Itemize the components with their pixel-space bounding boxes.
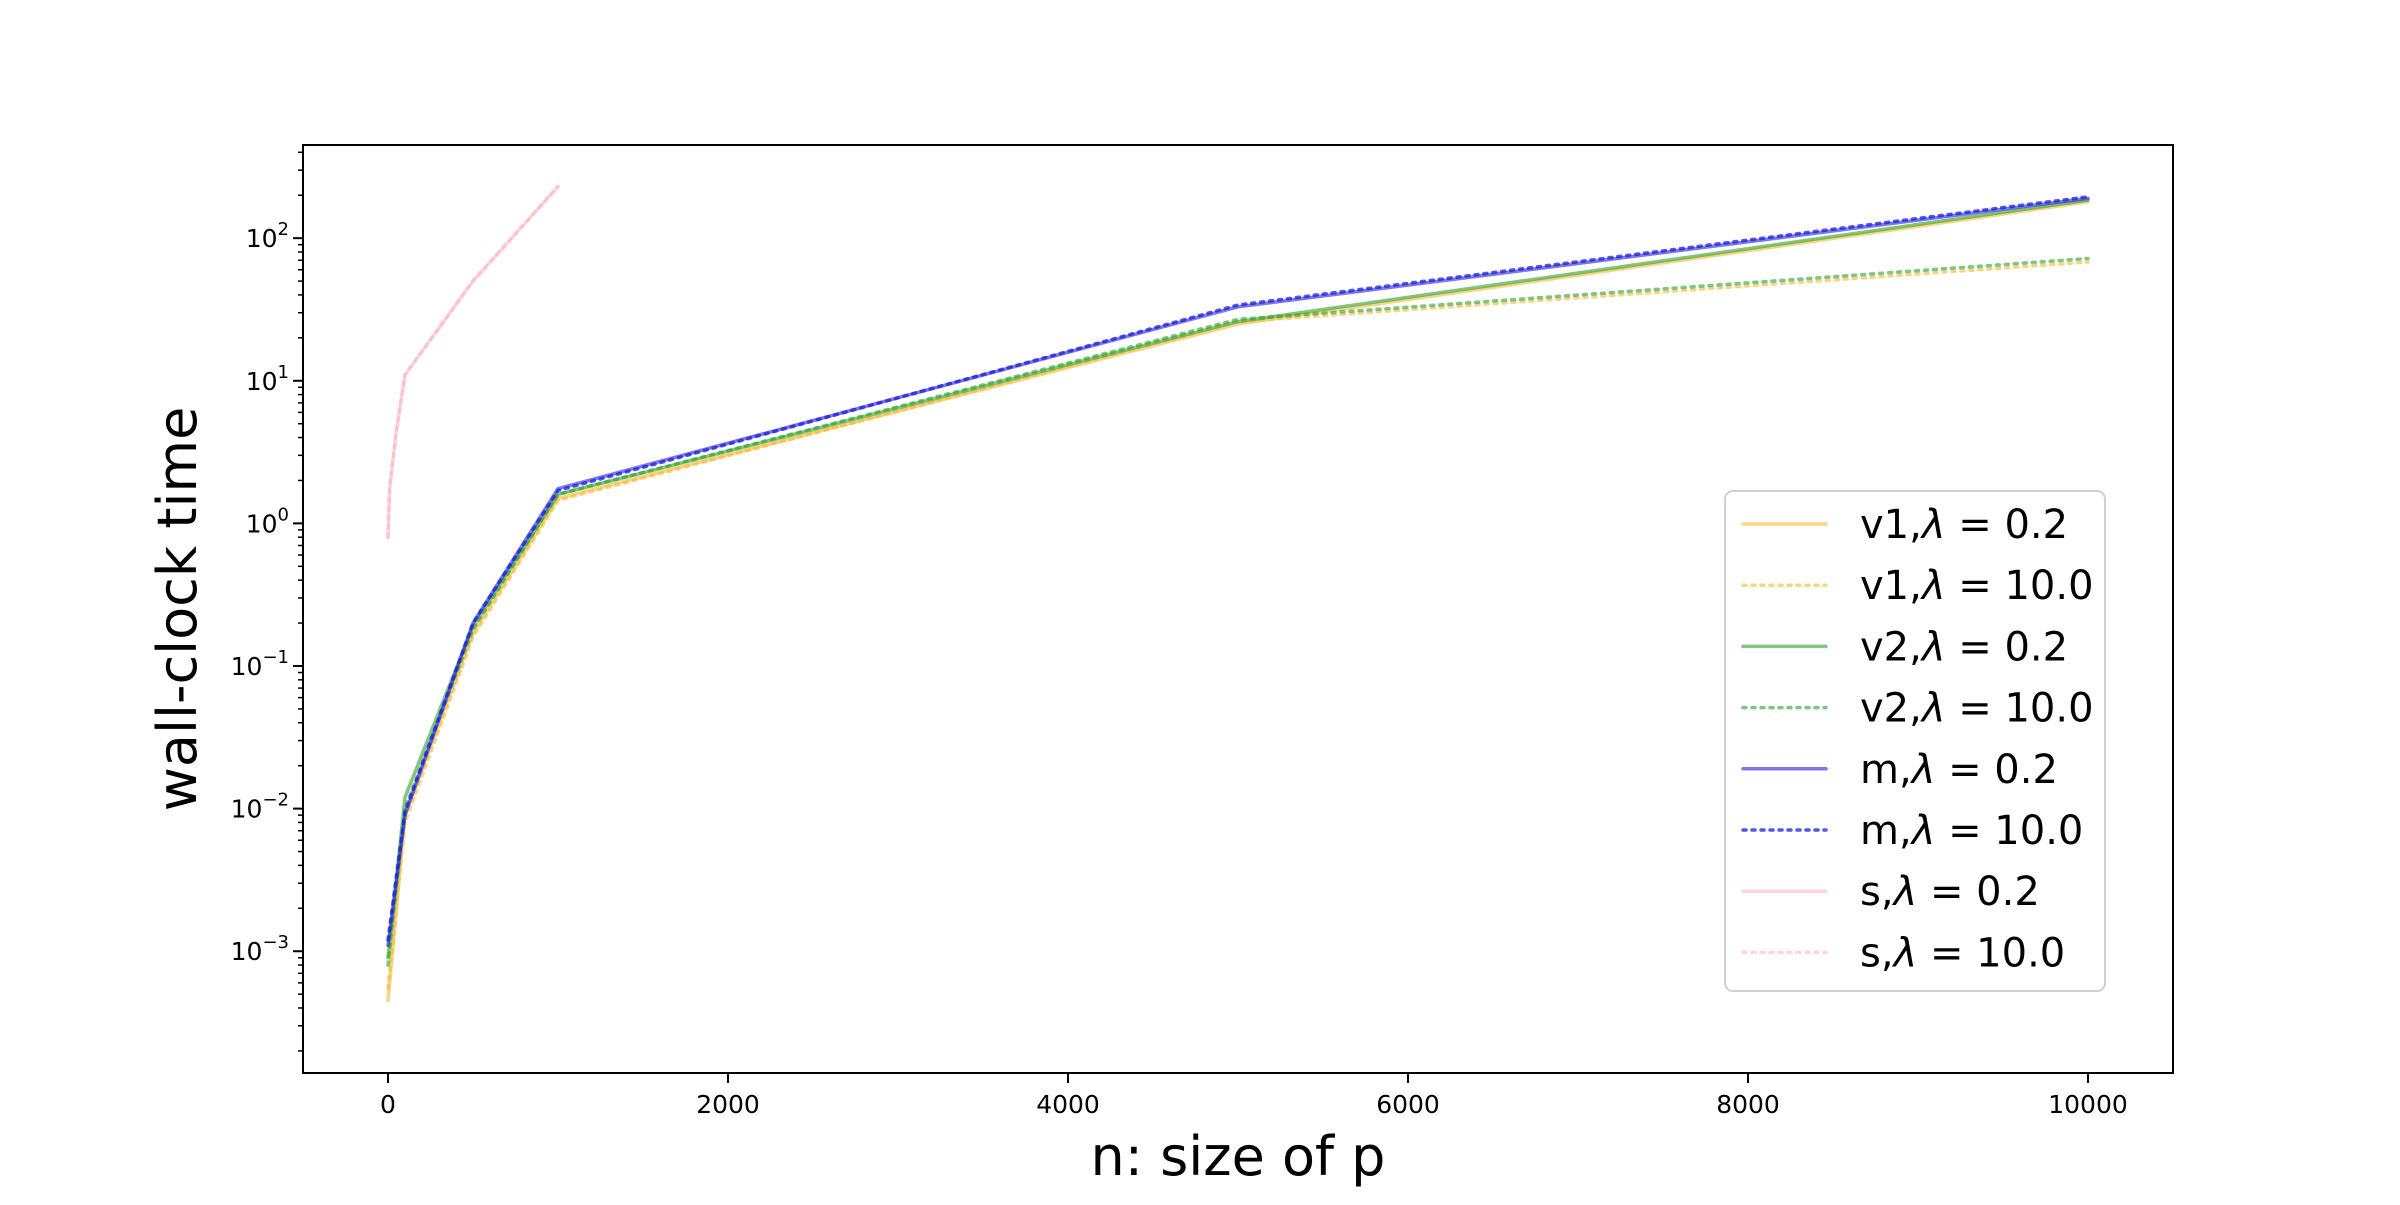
y-axis-label: wall-clock time — [146, 407, 209, 812]
y-axis: 10−3 10−2 10−1 100 101 102 — [231, 151, 303, 1052]
legend-label: m,λ = 10.0 — [1860, 808, 2083, 854]
legend-label: v2,λ = 0.2 — [1860, 624, 2068, 670]
series-line-5 — [386, 195, 2090, 942]
y-tick-label: 10−1 — [231, 647, 289, 681]
y-tick-label: 10−3 — [231, 932, 289, 966]
legend-label: s,λ = 0.2 — [1860, 869, 2040, 915]
x-tick-label: 2000 — [696, 1090, 760, 1119]
x-tick-label: 10000 — [2048, 1090, 2128, 1119]
x-axis: 0 2000 4000 6000 8000 10000 — [380, 1073, 2128, 1119]
legend-label: s,λ = 10.0 — [1860, 930, 2065, 976]
legend-label: m,λ = 0.2 — [1860, 747, 2058, 793]
series-line-7 — [386, 184, 560, 539]
x-axis-label: n: size of p — [1091, 1125, 1386, 1188]
series-layer — [386, 184, 2090, 1003]
y-tick-label: 10−2 — [231, 790, 289, 824]
y-tick-label: 101 — [246, 362, 289, 396]
x-tick-label: 6000 — [1376, 1090, 1440, 1119]
legend-label: v2,λ = 10.0 — [1860, 686, 2094, 732]
plot-area-frame — [302, 144, 2174, 1074]
series-line-3 — [386, 256, 2090, 967]
legend-box — [1724, 490, 2106, 992]
y-tick-label: 102 — [246, 219, 289, 253]
x-tick-label: 0 — [380, 1090, 396, 1119]
legend-label: v1,λ = 0.2 — [1860, 502, 2068, 548]
y-tick-label: 100 — [246, 504, 289, 538]
legend: v1,λ = 0.2 v1,λ = 10.0 v2,λ = 0.2 v2,λ = 10… — [1724, 490, 2106, 992]
x-tick-label: 4000 — [1036, 1090, 1100, 1119]
x-tick-label: 8000 — [1716, 1090, 1780, 1119]
legend-label: v1,λ = 10.0 — [1860, 563, 2094, 609]
